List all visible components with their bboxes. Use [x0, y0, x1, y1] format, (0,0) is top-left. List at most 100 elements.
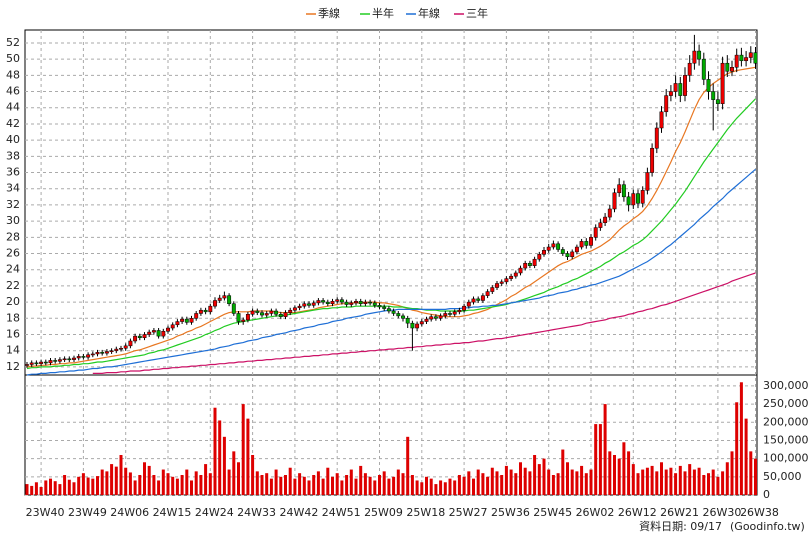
volume-bar [138, 475, 142, 495]
candle-body [76, 356, 81, 359]
volume-bar [326, 467, 330, 495]
volume-bar [462, 476, 466, 495]
volume-bar [227, 469, 231, 495]
volume-bar [91, 478, 95, 495]
volume-bar [302, 476, 306, 495]
volume-bar [378, 475, 381, 495]
volume-bar [495, 471, 499, 495]
volume-bar [246, 418, 250, 495]
candle-body [147, 331, 152, 335]
x-tick-label: 24W15 [153, 506, 192, 519]
volume-bar [194, 471, 198, 495]
volume-bar [110, 464, 114, 495]
volume-bar [265, 473, 269, 495]
volume-bar [453, 480, 457, 495]
volume-bar [312, 475, 316, 495]
volume-bar [335, 473, 339, 495]
x-tick-label: 26W21 [660, 506, 699, 519]
volume-bar [128, 472, 132, 495]
volume-bar [655, 471, 659, 495]
candle-body [612, 192, 617, 210]
volume-bar [631, 464, 635, 495]
candle-body [626, 196, 631, 206]
candle-body [687, 62, 692, 76]
candle-body [603, 216, 608, 223]
candle-body [292, 307, 297, 311]
volume-bar [331, 476, 334, 495]
candle-body [128, 340, 133, 347]
volume-bar [707, 473, 710, 495]
y2-tick-label: 0 [763, 488, 770, 501]
volume-bar [570, 469, 574, 495]
candle-body [570, 251, 575, 258]
candle-body [245, 314, 250, 321]
candle-body [278, 314, 283, 317]
candle-body [579, 241, 584, 248]
volume-bar [58, 484, 62, 495]
volume-bar [232, 451, 236, 495]
candle-body [241, 319, 246, 322]
candle-body [86, 354, 91, 358]
candle-body [429, 316, 434, 320]
candle-body [25, 364, 29, 366]
candle-body [119, 348, 123, 350]
volume-bar [284, 475, 287, 495]
volume-bar [735, 402, 739, 495]
x-tick-label: 25W45 [533, 506, 572, 519]
y-tick-label: 38 [6, 149, 20, 162]
plot-frame [24, 29, 758, 496]
volume-bar [53, 481, 57, 495]
candle-body [495, 283, 499, 288]
candle-body [415, 323, 420, 329]
candle-body [701, 58, 706, 80]
candle-body [692, 50, 697, 64]
candle-body [452, 311, 457, 315]
ma-line [26, 168, 756, 376]
volume-bar [251, 455, 255, 495]
candle-body [607, 208, 612, 218]
candle-body [123, 345, 128, 349]
candle-body [523, 262, 528, 269]
candle-body [617, 184, 622, 194]
candle-body [213, 300, 217, 307]
candle-body [443, 313, 448, 317]
volume-bar [67, 479, 71, 495]
y-tick-label: 46 [6, 85, 20, 98]
candle-body [589, 237, 593, 246]
candle-body [706, 79, 711, 92]
volume-bar [556, 473, 560, 495]
x-tick-label: 24W42 [279, 506, 318, 519]
volume-bar [288, 467, 292, 495]
volume-bar [39, 487, 43, 495]
candle-body [471, 298, 476, 303]
volume-bar [472, 478, 475, 495]
volume-bar [608, 451, 612, 495]
y-tick-label: 26 [6, 247, 20, 260]
volume-bar [368, 476, 372, 495]
candle-body [368, 301, 373, 304]
legend-label: 年線 [418, 6, 440, 20]
volume-bar [25, 484, 29, 495]
volume-bar [650, 465, 654, 495]
candle-body [142, 334, 147, 338]
y2-tick-label: 50,000 [763, 470, 802, 483]
candle-body [734, 54, 739, 68]
volume-bar [119, 455, 123, 495]
candle-body [739, 54, 744, 62]
candle-body [109, 350, 114, 352]
candle-body [297, 305, 302, 309]
candle-body [184, 318, 189, 323]
y-tick-label: 12 [6, 360, 20, 373]
candle-body [532, 258, 537, 266]
volume-bar [716, 476, 720, 495]
candle-body [194, 313, 199, 319]
volume-bar [157, 480, 161, 495]
volume-bar [721, 471, 725, 495]
candle-body [542, 250, 546, 255]
volume-bar [185, 469, 189, 495]
volume-bar [664, 469, 668, 495]
candle-body [396, 313, 401, 317]
volume-bar [30, 485, 34, 495]
candle-body [462, 305, 467, 311]
